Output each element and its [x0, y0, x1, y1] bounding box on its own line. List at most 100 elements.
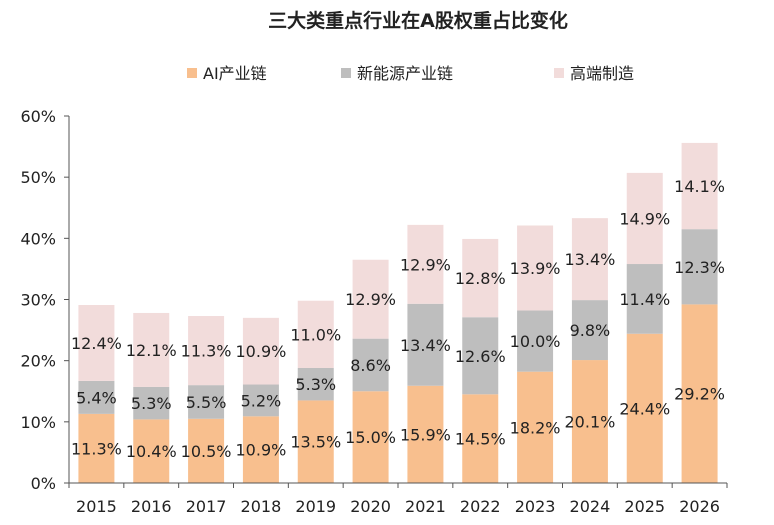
- data-label: 12.3%: [674, 258, 725, 277]
- data-label: 12.9%: [345, 290, 396, 309]
- bar-segment-0: [571, 360, 608, 483]
- x-category-label: 2025: [624, 497, 665, 516]
- data-label: 10.5%: [181, 442, 232, 461]
- y-tick-label: 20%: [20, 352, 56, 371]
- x-category-label: 2019: [295, 497, 336, 516]
- data-label: 10.9%: [236, 441, 287, 460]
- bar-segment-1: [352, 338, 389, 392]
- bar-segment-2: [462, 238, 499, 318]
- bar-segment-1: [188, 385, 225, 419]
- legend-label-1: 新能源产业链: [357, 64, 453, 83]
- x-category-label: 2020: [350, 497, 391, 516]
- bar-segment-1: [517, 310, 554, 372]
- data-label: 5.5%: [186, 393, 227, 412]
- data-label: 8.6%: [350, 356, 391, 375]
- x-category-label: 2015: [76, 497, 117, 516]
- x-category-label: 2026: [679, 497, 720, 516]
- bar-segment-0: [517, 371, 554, 483]
- bar-segment-0: [133, 419, 170, 483]
- legend-swatch-1: [341, 68, 351, 78]
- bar-segment-0: [352, 391, 389, 483]
- legend-label-2: 高端制造: [570, 64, 634, 83]
- data-label: 5.2%: [241, 391, 282, 410]
- data-label: 13.4%: [565, 250, 616, 269]
- bar-segment-0: [78, 413, 115, 483]
- data-label: 12.6%: [455, 347, 506, 366]
- bar-segment-1: [626, 264, 663, 334]
- data-label: 24.4%: [619, 399, 670, 418]
- bar-segment-2: [571, 218, 608, 301]
- data-label: 10.4%: [126, 442, 177, 461]
- legend-swatch-0: [187, 68, 197, 78]
- bar-segment-1: [242, 384, 279, 417]
- legend-swatch-2: [554, 68, 564, 78]
- data-label: 12.9%: [400, 255, 451, 274]
- bar-segment-1: [571, 300, 608, 361]
- chart-title: 三大类重点行业在A股权重占比变化: [268, 9, 568, 32]
- data-label: 11.4%: [619, 290, 670, 309]
- x-category-label: 2022: [460, 497, 501, 516]
- data-label: 11.3%: [71, 439, 122, 458]
- bar-segment-0: [297, 400, 334, 483]
- data-label: 11.0%: [290, 325, 341, 344]
- data-label: 15.9%: [400, 425, 451, 444]
- legend-label-0: AI产业链: [203, 64, 267, 83]
- data-label: 12.8%: [455, 269, 506, 288]
- x-category-label: 2023: [515, 497, 556, 516]
- data-label: 5.3%: [295, 375, 336, 394]
- data-label: 18.2%: [510, 418, 561, 437]
- data-label: 14.9%: [619, 209, 670, 228]
- bar-segment-2: [78, 305, 115, 381]
- data-label: 29.2%: [674, 385, 725, 404]
- x-category-label: 2017: [186, 497, 227, 516]
- y-tick-label: 10%: [20, 413, 56, 432]
- y-tick-label: 30%: [20, 291, 56, 310]
- x-category-label: 2016: [131, 497, 172, 516]
- data-label: 5.3%: [131, 394, 172, 413]
- y-tick-label: 40%: [20, 229, 56, 248]
- bars: 11.3% 5.4% 12.4% 10.4% 5.3% 12.1% 10.5% 5.5% 11.…: [71, 142, 725, 483]
- data-label: 14.1%: [674, 177, 725, 196]
- x-category-label: 2021: [405, 497, 446, 516]
- y-axis: 0% 10% 20% 30% 40% 50% 60%: [20, 107, 70, 493]
- y-tick-label: 60%: [20, 107, 56, 126]
- bar-segment-0: [242, 416, 279, 483]
- data-label: 9.8%: [570, 321, 611, 340]
- bar-segment-0: [462, 394, 499, 483]
- bar-segment-2: [352, 259, 389, 339]
- bar-segment-0: [407, 385, 444, 483]
- bar-segment-0: [626, 333, 663, 483]
- bar-segment-1: [407, 303, 444, 386]
- y-tick-label: 50%: [20, 168, 56, 187]
- data-label: 13.9%: [510, 259, 561, 278]
- bar-segment-1: [78, 380, 115, 414]
- bar-segment-2: [188, 316, 225, 386]
- data-label: 13.5%: [290, 433, 341, 452]
- bar-segment-1: [133, 386, 170, 420]
- bar-segment-2: [242, 317, 279, 385]
- bar-segment-1: [681, 229, 718, 305]
- data-label: 10.0%: [510, 332, 561, 351]
- data-label: 15.0%: [345, 428, 396, 447]
- x-category-label: 2018: [241, 497, 282, 516]
- bar-segment-1: [297, 368, 334, 401]
- data-label: 5.4%: [76, 388, 117, 407]
- bar-segment-2: [407, 224, 444, 304]
- data-label: 13.4%: [400, 336, 451, 355]
- data-label: 20.1%: [565, 413, 616, 432]
- bar-segment-0: [188, 418, 225, 483]
- data-label: 11.3%: [181, 342, 232, 361]
- bar-segment-2: [517, 225, 554, 311]
- bar-segment-1: [462, 317, 499, 395]
- x-category-label: 2024: [570, 497, 611, 516]
- bar-segment-2: [626, 172, 663, 265]
- x-axis: 2015 2016 2017 2018 2019 2020 2021 2022 2023 2024…: [68, 482, 728, 516]
- bar-segment-2: [681, 142, 718, 230]
- y-tick-label: 0%: [31, 474, 56, 493]
- data-label: 12.4%: [71, 334, 122, 353]
- bar-segment-0: [681, 304, 718, 483]
- data-label: 10.9%: [236, 342, 287, 361]
- bar-segment-2: [297, 300, 334, 369]
- legend: AI产业链 新能源产业链 高端制造: [187, 64, 634, 83]
